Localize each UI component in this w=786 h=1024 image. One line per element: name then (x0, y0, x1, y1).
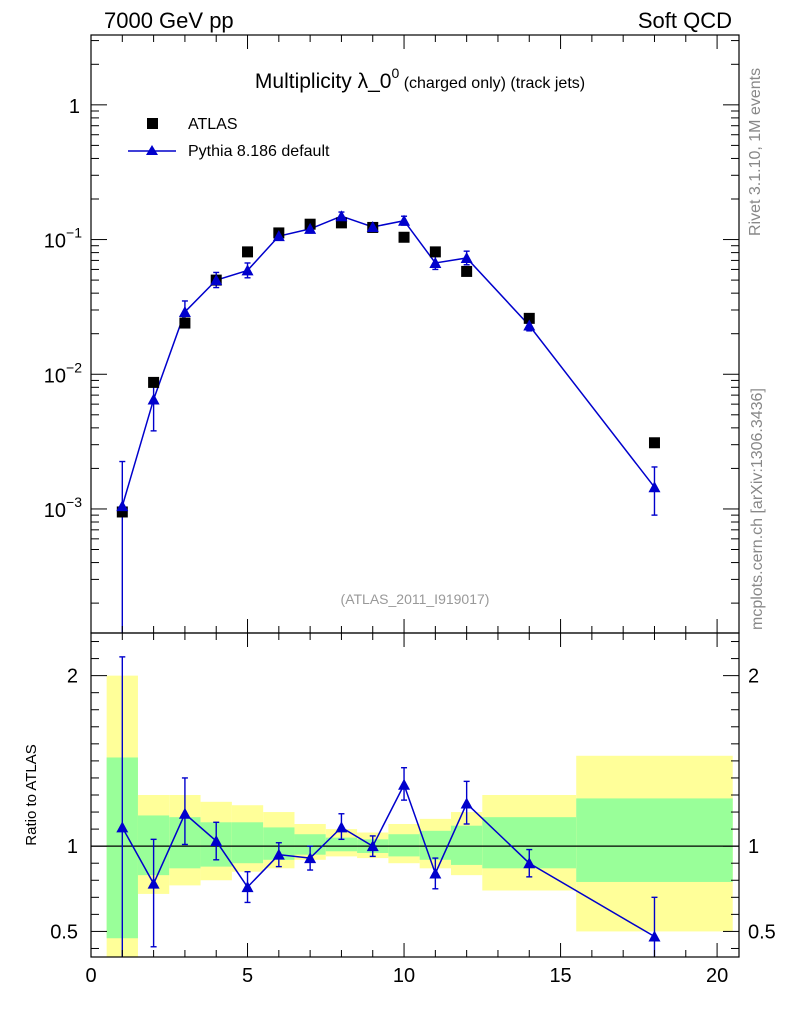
chart-title-main: Multiplicity λ_0 (255, 70, 392, 93)
ratio-band-green (451, 825, 483, 865)
main-ytick-label-base: 10 (44, 365, 66, 387)
main-ytick-label-base: 1 (69, 96, 80, 118)
main-ytick-label: 10−2 (44, 359, 82, 387)
ratio-point (147, 877, 160, 889)
ratio-ytick-label-right: 0.5 (748, 921, 776, 943)
ratio-band-green (325, 837, 358, 852)
legend-pythia-marker (146, 145, 158, 155)
analysis-id: (ATLAS_2011_I919017) (341, 591, 490, 607)
main-ytick-label-exp: −1 (66, 225, 82, 241)
ratio-point (304, 852, 317, 864)
rivet-label: Rivet 3.1.10, 1M events (747, 68, 764, 236)
header-energy: 7000 GeV pp (104, 8, 234, 33)
atlas-point (335, 217, 347, 229)
ratio-point (272, 848, 285, 860)
ratio-point (366, 840, 379, 852)
ratio-point (178, 807, 191, 819)
ratio-band-green (419, 830, 451, 860)
ratio-xtick-label: 10 (393, 965, 415, 987)
pythia-point (241, 264, 254, 276)
header-category: Soft QCD (638, 8, 732, 33)
atlas-point (179, 317, 191, 329)
ratio-ytick-label-left: 1 (67, 836, 78, 858)
ratio-ytick-label-right: 2 (748, 666, 759, 688)
ratio-ytick-label-right: 1 (748, 836, 759, 858)
pythia-point (210, 274, 223, 286)
ratio-panel: 0.5 0.5 1 1 2 2 0 5 10 15 20 Ratio to ATLAS (23, 632, 776, 987)
pythia-point (304, 222, 317, 234)
ratio-point (648, 930, 661, 942)
main-ytick-label-exp: −3 (66, 494, 82, 510)
atlas-point (648, 437, 660, 449)
main-ytick-label: 10−3 (44, 494, 82, 522)
ratio-point (429, 867, 442, 879)
ratio-point (398, 778, 411, 790)
main-panel: 10−310−210−11 Multiplicity λ_00 (charged… (44, 34, 740, 634)
main-ytick-label-base: 10 (44, 500, 66, 522)
ratio-point (523, 857, 536, 869)
pythia-point (178, 305, 191, 317)
main-ytick-label: 1 (69, 96, 80, 118)
ratio-band-green (388, 834, 420, 857)
chart-title-suffix: (charged only) (track jets) (399, 75, 585, 92)
legend-atlas-label: ATLAS (188, 116, 238, 133)
atlas-point (523, 312, 535, 324)
ratio-xtick-label: 0 (85, 965, 96, 987)
pythia-point (460, 251, 473, 263)
atlas-point (461, 265, 473, 277)
ratio-band-green (231, 822, 264, 864)
main-ytick-label: 10−1 (44, 225, 82, 253)
main-ytick-label-base: 10 (44, 231, 66, 253)
legend-pythia-label: Pythia 8.186 default (188, 143, 330, 160)
atlas-point (398, 231, 410, 243)
mcplots-label: mcplots.cern.ch [arXiv:1306.3436] (749, 388, 766, 630)
pythia-point (398, 214, 411, 226)
pythia-line (121, 215, 656, 507)
ratio-band-green (576, 798, 733, 882)
pythia-point (335, 210, 348, 222)
ratio-point (241, 881, 254, 893)
ratio-point (116, 821, 129, 833)
atlas-point (429, 246, 441, 258)
pythia-point (366, 220, 379, 232)
chart-title-sup: 0 (391, 65, 399, 81)
ratio-xtick-label: 15 (549, 965, 571, 987)
ratio-xtick-label: 20 (706, 965, 728, 987)
atlas-point (242, 246, 254, 258)
ratio-ytick-label-left: 0.5 (50, 921, 78, 943)
legend: ATLAS Pythia 8.186 default (128, 116, 330, 160)
atlas-point (116, 506, 128, 518)
ratio-point (210, 835, 223, 847)
chart-title: Multiplicity λ_00 (charged only) (track … (255, 65, 585, 93)
pythia-point (272, 230, 285, 242)
legend-atlas-marker (147, 118, 158, 129)
pythia-point (523, 319, 536, 331)
pythia-point (147, 393, 160, 405)
pythia-point (429, 256, 442, 268)
ratio-point (460, 797, 473, 809)
pythia-point (116, 500, 129, 512)
ratio-point (335, 821, 348, 833)
pythia-point (648, 481, 661, 493)
atlas-point (148, 376, 160, 388)
ratio-ytick-label-left: 2 (67, 666, 78, 688)
ratio-ylabel: Ratio to ATLAS (23, 744, 40, 845)
main-ytick-label-exp: −2 (66, 359, 82, 375)
ratio-xtick-label: 5 (242, 965, 253, 987)
